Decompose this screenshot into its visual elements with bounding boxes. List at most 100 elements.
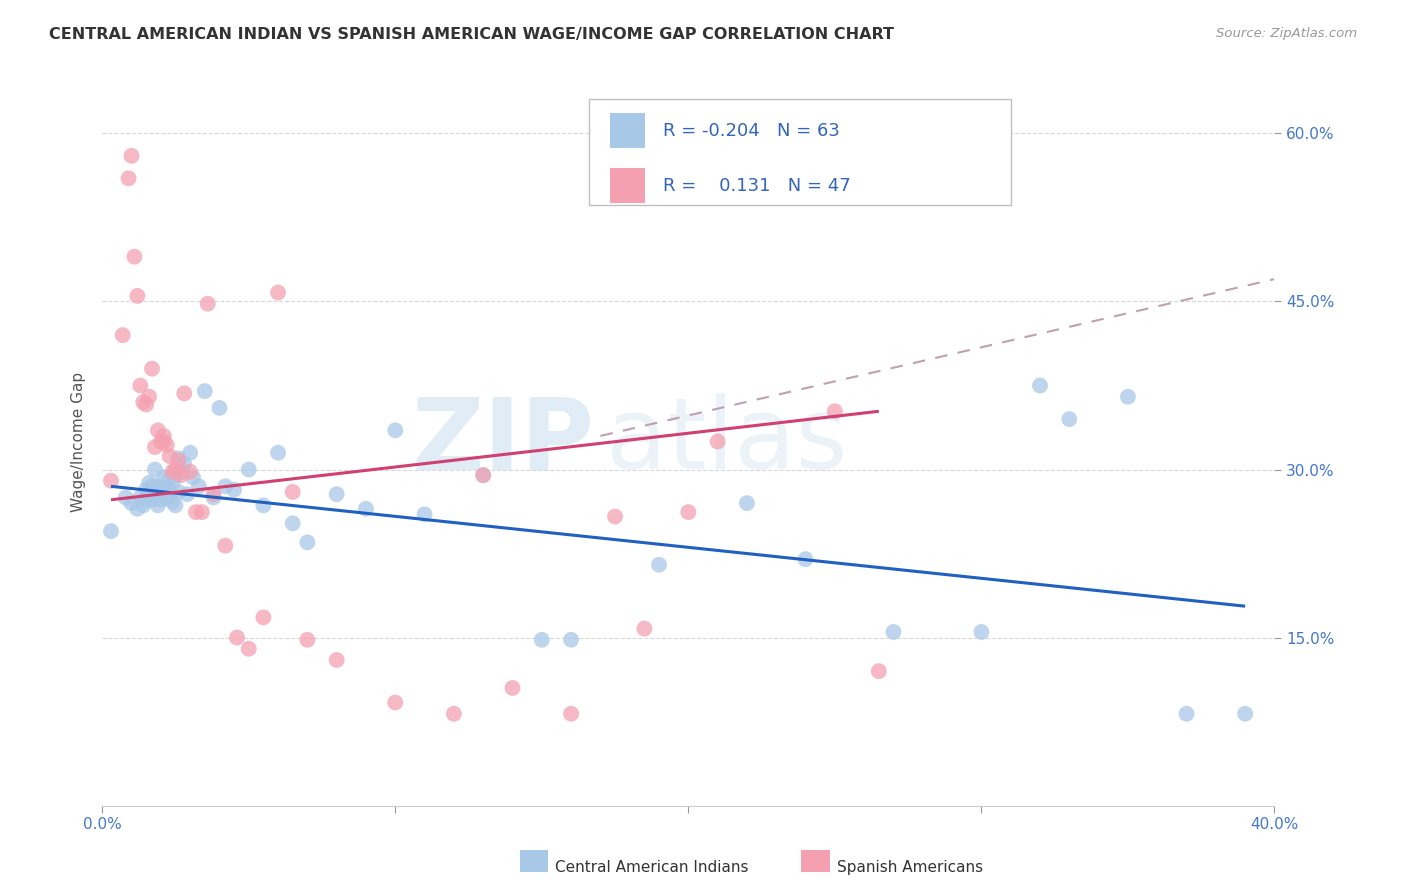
Point: [384, 696, 406, 710]
Point: [156, 491, 179, 505]
Point: [135, 483, 157, 497]
Point: [238, 462, 260, 476]
Point: [1029, 378, 1052, 392]
Point: [135, 398, 157, 412]
Point: [325, 653, 347, 667]
Point: [678, 505, 700, 519]
Text: R = -0.204   N = 63: R = -0.204 N = 63: [662, 122, 839, 140]
Point: [173, 386, 195, 401]
Point: [152, 434, 174, 449]
Point: [156, 438, 179, 452]
Point: [735, 496, 758, 510]
Point: [222, 483, 245, 497]
Point: [648, 558, 671, 572]
Point: [117, 171, 139, 186]
Point: [132, 395, 155, 409]
Point: [170, 465, 193, 479]
Point: [560, 706, 582, 721]
Point: [281, 484, 304, 499]
Point: [297, 535, 319, 549]
FancyBboxPatch shape: [610, 169, 645, 203]
Text: Central American Indians: Central American Indians: [555, 860, 749, 874]
Point: [138, 487, 160, 501]
Text: atlas: atlas: [606, 393, 848, 490]
Point: [165, 462, 187, 476]
Point: [159, 471, 181, 485]
Point: [1234, 706, 1257, 721]
Text: Source: ZipAtlas.com: Source: ZipAtlas.com: [1216, 27, 1357, 40]
Point: [202, 491, 225, 505]
Point: [472, 468, 495, 483]
Point: [132, 499, 155, 513]
Point: [560, 632, 582, 647]
Point: [100, 524, 122, 538]
Point: [146, 499, 169, 513]
Point: [138, 475, 160, 490]
Point: [267, 285, 290, 300]
Point: [1116, 390, 1139, 404]
Point: [214, 539, 236, 553]
Point: [114, 491, 136, 505]
Point: [297, 632, 319, 647]
Point: [184, 505, 207, 519]
Text: ZIP: ZIP: [412, 393, 595, 490]
Point: [167, 453, 190, 467]
Point: [208, 401, 231, 415]
Point: [165, 468, 187, 483]
Point: [162, 465, 184, 479]
Point: [214, 479, 236, 493]
Point: [162, 475, 184, 490]
Point: [127, 501, 149, 516]
Point: [167, 484, 190, 499]
Point: [143, 462, 166, 476]
Text: Spanish Americans: Spanish Americans: [837, 860, 983, 874]
Point: [152, 488, 174, 502]
Point: [443, 706, 465, 721]
Point: [152, 429, 174, 443]
Point: [179, 446, 201, 460]
Point: [129, 378, 152, 392]
Point: [156, 482, 179, 496]
Point: [824, 404, 846, 418]
Point: [413, 508, 436, 522]
Point: [127, 289, 149, 303]
Point: [124, 250, 146, 264]
Point: [197, 297, 219, 311]
Point: [970, 624, 993, 639]
Point: [633, 622, 655, 636]
Point: [226, 631, 249, 645]
Point: [143, 487, 166, 501]
FancyBboxPatch shape: [610, 113, 645, 148]
Point: [1059, 412, 1081, 426]
Point: [159, 487, 181, 501]
Point: [181, 470, 204, 484]
Point: [121, 149, 143, 163]
Point: [794, 552, 817, 566]
Point: [146, 423, 169, 437]
Point: [187, 479, 209, 493]
Point: [194, 384, 217, 398]
Point: [121, 496, 143, 510]
Point: [882, 624, 904, 639]
Point: [135, 492, 157, 507]
Point: [149, 434, 172, 449]
Point: [502, 681, 524, 695]
Point: [111, 328, 134, 343]
Text: CENTRAL AMERICAN INDIAN VS SPANISH AMERICAN WAGE/INCOME GAP CORRELATION CHART: CENTRAL AMERICAN INDIAN VS SPANISH AMERI…: [49, 27, 894, 42]
Point: [170, 468, 193, 483]
Point: [159, 449, 181, 463]
Point: [149, 492, 172, 507]
Point: [138, 390, 160, 404]
Point: [129, 491, 152, 505]
Point: [165, 499, 187, 513]
Point: [176, 487, 198, 501]
Point: [267, 446, 290, 460]
Y-axis label: Wage/Income Gap: Wage/Income Gap: [72, 371, 86, 512]
Point: [141, 361, 163, 376]
Point: [530, 632, 553, 647]
Point: [167, 451, 190, 466]
Point: [354, 501, 377, 516]
Point: [1175, 706, 1198, 721]
Text: R =    0.131   N = 47: R = 0.131 N = 47: [662, 177, 851, 194]
Point: [146, 479, 169, 493]
